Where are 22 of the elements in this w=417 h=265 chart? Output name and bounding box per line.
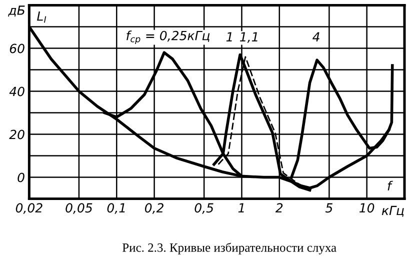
x-tick-label: 5 (325, 203, 332, 213)
x-tick-label: 1 (238, 203, 244, 212)
x-tick-label: 0,2 (144, 203, 164, 214)
annotation: L$_{I}$ (37, 11, 46, 23)
y-tick-label: 60 (10, 44, 24, 54)
annotation: f$_{ср}$ = 0,25кГц (126, 30, 210, 44)
y-tick-label: 20 (9, 130, 24, 140)
annotation: f (388, 180, 393, 190)
annotation: 1 (226, 32, 232, 42)
x-tick-label: 10 (359, 203, 374, 213)
x-tick-label: 2 (275, 203, 283, 212)
text: Рис. 2.3. Кривые избирательности слуха (122, 242, 336, 254)
x-tick-label: 0,05 (66, 203, 92, 214)
x-axis-title: кГц (382, 206, 404, 217)
y-axis-title: дБ (8, 6, 25, 17)
y-tick-label: 40 (9, 86, 24, 96)
y-tick-label: 0 (18, 172, 24, 182)
annotation: 4 (312, 32, 320, 42)
x-tick-label: 0,1 (107, 203, 125, 214)
x-tick-label: 0,02 (16, 203, 42, 214)
x-tick-label: 0,5 (194, 203, 214, 214)
annotation: 1,1 (240, 32, 258, 43)
